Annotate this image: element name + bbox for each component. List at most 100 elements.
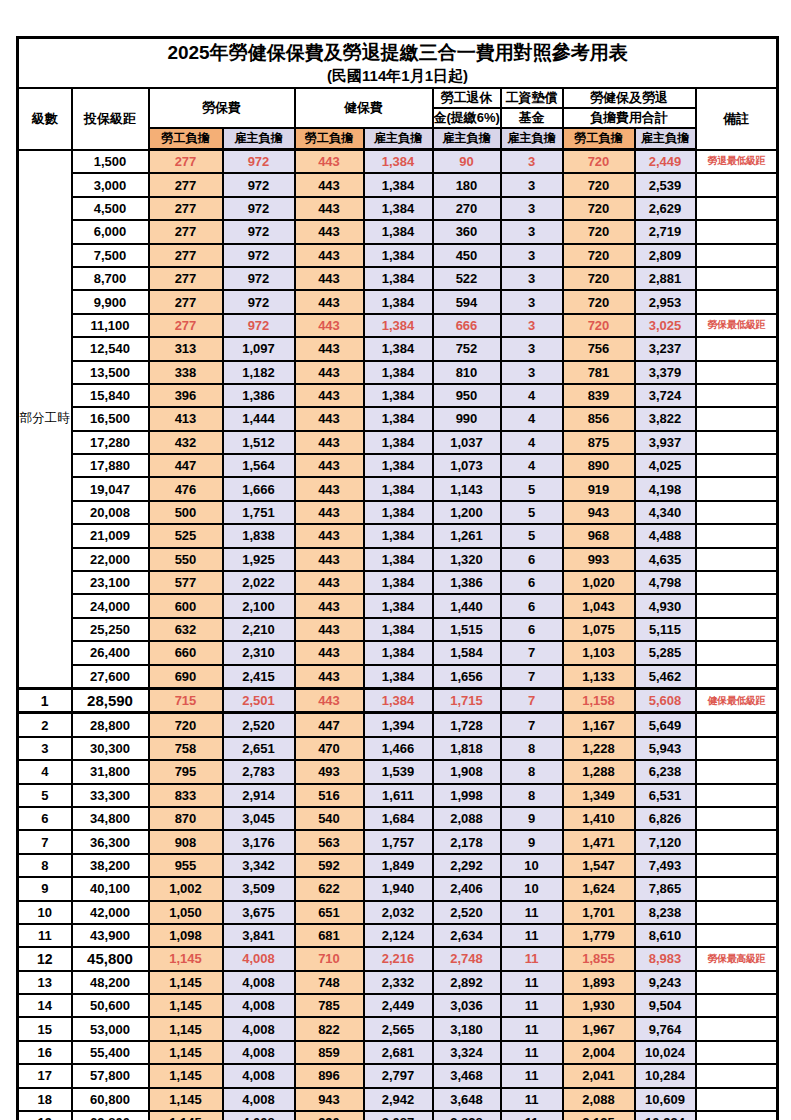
value-cell: 666 bbox=[433, 314, 501, 337]
value-cell: 2,565 bbox=[364, 1017, 433, 1040]
value-cell: 4,025 bbox=[635, 454, 696, 477]
value-cell: 1,075 bbox=[563, 618, 635, 641]
level-cell: 4 bbox=[18, 760, 72, 783]
value-cell: 3,509 bbox=[223, 877, 295, 900]
bracket-cell: 17,880 bbox=[72, 454, 149, 477]
table-row: 1245,8001,1454,0087102,2162,748111,8558,… bbox=[18, 947, 778, 970]
value-cell: 5 bbox=[501, 477, 563, 500]
value-cell: 4,488 bbox=[635, 524, 696, 547]
value-cell: 710 bbox=[295, 947, 364, 970]
value-cell: 2,881 bbox=[635, 267, 696, 290]
value-cell: 1,384 bbox=[364, 688, 433, 712]
remark-cell bbox=[696, 548, 778, 571]
bracket-cell: 40,100 bbox=[72, 877, 149, 900]
value-cell: 1,611 bbox=[364, 784, 433, 807]
value-cell: 972 bbox=[223, 197, 295, 220]
remark-cell bbox=[696, 1017, 778, 1040]
table-row: 19,0474761,6664431,3841,14359194,198 bbox=[18, 477, 778, 500]
bracket-cell: 63,800 bbox=[72, 1111, 149, 1120]
col-header-hi-employer: 雇主負擔 bbox=[364, 128, 433, 150]
value-cell: 277 bbox=[149, 244, 223, 267]
value-cell: 3,822 bbox=[635, 407, 696, 430]
value-cell: 443 bbox=[295, 665, 364, 689]
col-header-wage-fund-line2: 基金 bbox=[501, 108, 563, 128]
table-row: 1860,8001,1454,0089432,9423,648112,08810… bbox=[18, 1088, 778, 1111]
value-cell: 972 bbox=[223, 150, 295, 174]
value-cell: 443 bbox=[295, 220, 364, 243]
value-cell: 6 bbox=[501, 548, 563, 571]
value-cell: 600 bbox=[149, 594, 223, 617]
value-cell: 720 bbox=[563, 267, 635, 290]
value-cell: 1,515 bbox=[433, 618, 501, 641]
value-cell: 1,167 bbox=[563, 713, 635, 737]
value-cell: 3 bbox=[501, 337, 563, 360]
bracket-cell: 28,590 bbox=[72, 688, 149, 712]
value-cell: 1,384 bbox=[364, 244, 433, 267]
value-cell: 1,394 bbox=[364, 713, 433, 737]
table-row: 1042,0001,0503,6756512,0322,520111,7018,… bbox=[18, 901, 778, 924]
table-row: 23,1005772,0224431,3841,38661,0204,798 bbox=[18, 571, 778, 594]
value-cell: 7 bbox=[501, 713, 563, 737]
bracket-cell: 33,300 bbox=[72, 784, 149, 807]
value-cell: 1,384 bbox=[364, 361, 433, 384]
level-cell: 12 bbox=[18, 947, 72, 970]
bracket-cell: 53,000 bbox=[72, 1017, 149, 1040]
value-cell: 277 bbox=[149, 220, 223, 243]
value-cell: 890 bbox=[563, 454, 635, 477]
value-cell: 720 bbox=[563, 173, 635, 196]
value-cell: 2,797 bbox=[364, 1064, 433, 1087]
table-row: 15,8403961,3864431,38495048393,724 bbox=[18, 384, 778, 407]
remark-cell: 勞保最高級距 bbox=[696, 947, 778, 970]
table-body: 部分工時1,5002779724431,3849037202,449勞退最低級距… bbox=[18, 150, 778, 1120]
remark-cell bbox=[696, 901, 778, 924]
remark-cell bbox=[696, 784, 778, 807]
value-cell: 1,440 bbox=[433, 594, 501, 617]
col-header-hi-employee: 勞工負擔 bbox=[295, 128, 364, 150]
value-cell: 90 bbox=[433, 150, 501, 174]
value-cell: 3 bbox=[501, 150, 563, 174]
remark-cell bbox=[696, 924, 778, 947]
value-cell: 3,841 bbox=[223, 924, 295, 947]
remark-cell bbox=[696, 477, 778, 500]
level-cell: 9 bbox=[18, 877, 72, 900]
level-cell: 7 bbox=[18, 830, 72, 853]
value-cell: 2,216 bbox=[364, 947, 433, 970]
value-cell: 5,462 bbox=[635, 665, 696, 689]
value-cell: 522 bbox=[433, 267, 501, 290]
bracket-cell: 36,300 bbox=[72, 830, 149, 853]
value-cell: 993 bbox=[563, 548, 635, 571]
bracket-cell: 21,009 bbox=[72, 524, 149, 547]
value-cell: 1,838 bbox=[223, 524, 295, 547]
bracket-cell: 55,400 bbox=[72, 1041, 149, 1064]
value-cell: 5,285 bbox=[635, 641, 696, 664]
remark-cell: 勞保最低級距 bbox=[696, 314, 778, 337]
value-cell: 8,238 bbox=[635, 901, 696, 924]
value-cell: 525 bbox=[149, 524, 223, 547]
page: 2025年勞健保保費及勞退提繳三合一費用對照參考用表 (民國114年1月1日起)… bbox=[0, 0, 791, 1120]
value-cell: 1,967 bbox=[563, 1017, 635, 1040]
value-cell: 443 bbox=[295, 431, 364, 454]
bracket-cell: 11,100 bbox=[72, 314, 149, 337]
value-cell: 2,332 bbox=[364, 971, 433, 994]
value-cell: 3,379 bbox=[635, 361, 696, 384]
value-cell: 1,073 bbox=[433, 454, 501, 477]
table-row: 1553,0001,1454,0088222,5653,180111,9679,… bbox=[18, 1017, 778, 1040]
value-cell: 360 bbox=[433, 220, 501, 243]
value-cell: 3,176 bbox=[223, 830, 295, 853]
col-header-labor-insurance: 勞保費 bbox=[149, 88, 295, 128]
value-cell: 5,115 bbox=[635, 618, 696, 641]
value-cell: 752 bbox=[433, 337, 501, 360]
value-cell: 1,466 bbox=[364, 737, 433, 760]
value-cell: 443 bbox=[295, 571, 364, 594]
remark-cell bbox=[696, 1041, 778, 1064]
value-cell: 3,237 bbox=[635, 337, 696, 360]
value-cell: 577 bbox=[149, 571, 223, 594]
value-cell: 4 bbox=[501, 454, 563, 477]
value-cell: 715 bbox=[149, 688, 223, 712]
value-cell: 1,656 bbox=[433, 665, 501, 689]
value-cell: 859 bbox=[295, 1041, 364, 1064]
value-cell: 4 bbox=[501, 384, 563, 407]
bracket-cell: 48,200 bbox=[72, 971, 149, 994]
value-cell: 4,008 bbox=[223, 994, 295, 1017]
value-cell: 1,384 bbox=[364, 501, 433, 524]
